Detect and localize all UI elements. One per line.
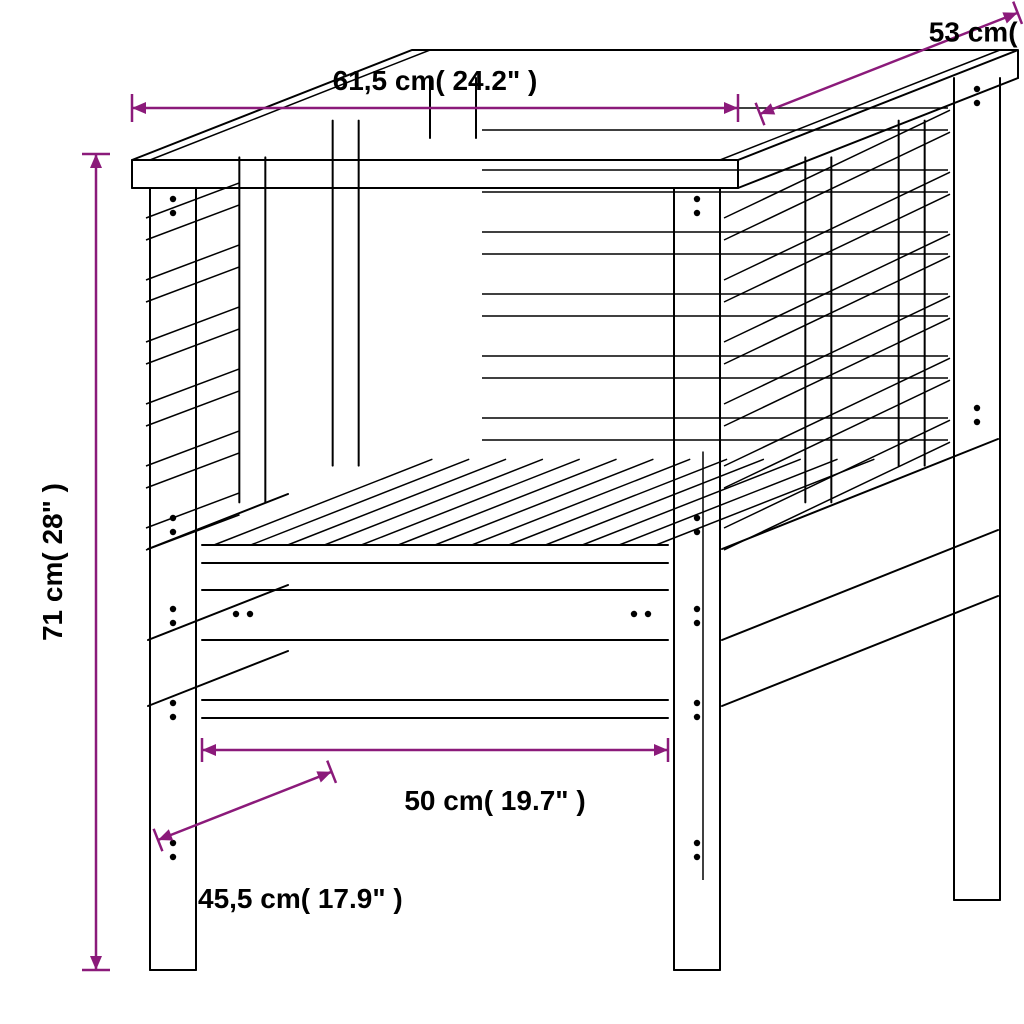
svg-text:50 cm( 19.7" ): 50 cm( 19.7" ) xyxy=(404,785,585,816)
svg-text:61,5 cm( 24.2" ): 61,5 cm( 24.2" ) xyxy=(333,65,538,96)
svg-text:45,5 cm( 17.9" ): 45,5 cm( 17.9" ) xyxy=(198,883,403,914)
svg-text:71 cm( 28" ): 71 cm( 28" ) xyxy=(37,483,68,641)
svg-text:53 cm( 20.9" ): 53 cm( 20.9" ) xyxy=(929,16,1024,47)
